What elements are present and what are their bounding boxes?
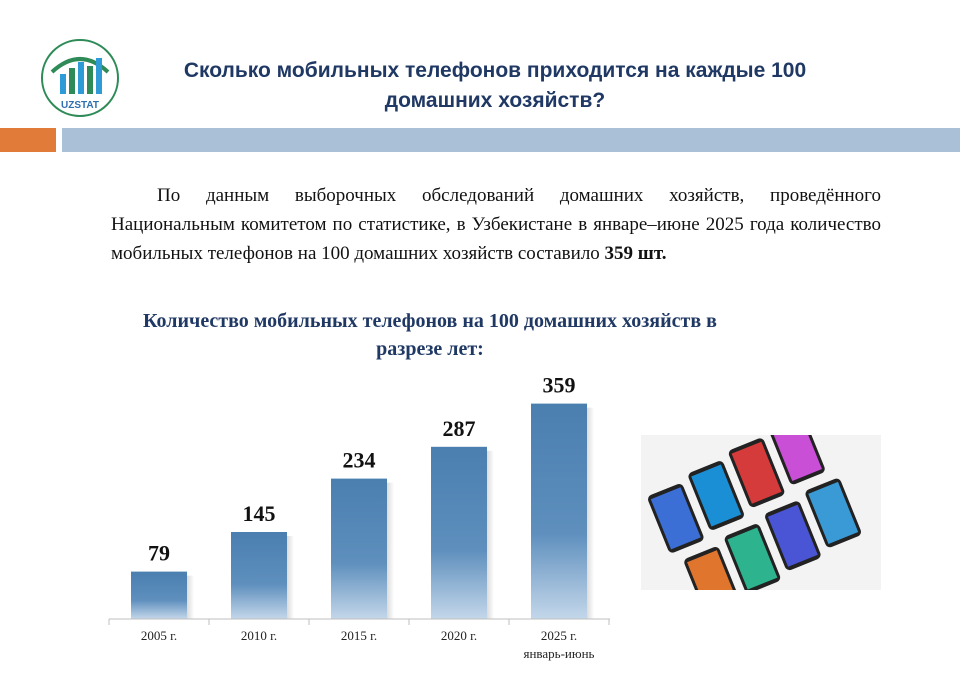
intro-highlight: 359 шт.: [604, 243, 667, 264]
bar-value-label: 287: [443, 416, 476, 441]
smartphones-image: [641, 435, 881, 590]
bar-value-label: 79: [148, 541, 170, 566]
x-tick-label: 2015 г.: [341, 628, 377, 643]
page-title: Сколько мобильных телефонов приходится н…: [183, 59, 807, 112]
bar-shadow: [487, 450, 494, 619]
uzstat-logo: UZSTAT: [41, 39, 119, 117]
logo-text: UZSTAT: [61, 100, 99, 111]
bar-value-label: 145: [243, 501, 276, 526]
bar-value-label: 359: [543, 373, 576, 398]
chart-title: Количество мобильных телефонов на 100 до…: [143, 310, 717, 360]
bar-shadow: [287, 536, 294, 619]
x-tick-label: 2005 г.: [141, 628, 177, 643]
x-tick-label: 2025 г.: [541, 628, 577, 643]
bar: [131, 571, 187, 619]
bar-shadow: [387, 482, 394, 619]
intro-paragraph: По данным выборочных обследований домашн…: [111, 181, 881, 268]
bar-chart: 79 145 234 287 359 2005 г. 2010 г. 2015 г. 2020…: [108, 373, 610, 661]
bar: [231, 532, 287, 619]
x-tick-label: 2020 г.: [441, 628, 477, 643]
x-tick-label: 2010 г.: [241, 628, 277, 643]
bar: [531, 403, 587, 619]
bar-shadow: [587, 407, 594, 619]
bar: [331, 478, 387, 619]
accent-band-orange: [0, 128, 56, 152]
bar-shadow: [187, 575, 194, 619]
intro-text: По данным выборочных обследований домашн…: [111, 185, 881, 264]
bar: [431, 446, 487, 619]
x-tick-label: январь-июнь: [524, 646, 595, 661]
accent-band-blue: [62, 128, 960, 152]
bar-value-label: 234: [343, 448, 376, 473]
